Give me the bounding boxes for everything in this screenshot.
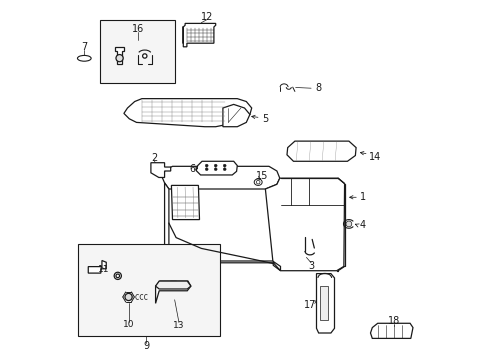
Circle shape	[114, 272, 121, 279]
Bar	[320, 286, 327, 320]
Text: 4: 4	[359, 220, 365, 230]
Polygon shape	[155, 281, 190, 303]
Text: 5: 5	[262, 114, 268, 124]
Polygon shape	[183, 23, 215, 47]
Polygon shape	[196, 161, 237, 175]
Polygon shape	[171, 185, 199, 220]
Text: 12: 12	[200, 12, 212, 22]
Polygon shape	[88, 261, 106, 273]
Text: 18: 18	[387, 316, 399, 326]
Polygon shape	[115, 48, 123, 63]
Circle shape	[205, 164, 208, 167]
Text: 3: 3	[307, 261, 313, 271]
Text: 9: 9	[143, 341, 149, 351]
Circle shape	[116, 55, 123, 62]
Bar	[78, 244, 220, 336]
Text: 8: 8	[315, 83, 321, 93]
Polygon shape	[164, 183, 168, 263]
Circle shape	[346, 221, 351, 227]
Text: 16: 16	[131, 24, 143, 34]
Polygon shape	[223, 104, 249, 127]
Polygon shape	[161, 166, 279, 189]
Text: 1: 1	[360, 192, 366, 202]
Text: 14: 14	[368, 152, 380, 162]
Circle shape	[116, 274, 120, 278]
Text: 13: 13	[173, 321, 184, 330]
Polygon shape	[316, 274, 334, 333]
Polygon shape	[286, 141, 355, 161]
Ellipse shape	[77, 55, 91, 61]
Circle shape	[223, 164, 225, 167]
Text: 10: 10	[122, 320, 134, 329]
Circle shape	[214, 168, 217, 171]
Polygon shape	[155, 281, 190, 289]
Polygon shape	[370, 323, 412, 338]
Text: 6: 6	[188, 164, 195, 174]
Circle shape	[214, 164, 217, 167]
Circle shape	[205, 168, 208, 171]
Polygon shape	[151, 163, 170, 177]
Text: 15: 15	[255, 171, 267, 181]
Circle shape	[125, 293, 132, 301]
Polygon shape	[164, 257, 280, 271]
Polygon shape	[123, 99, 251, 127]
Bar	[100, 20, 175, 83]
Polygon shape	[265, 178, 344, 271]
Text: 2: 2	[151, 153, 157, 163]
Circle shape	[142, 54, 146, 58]
Text: 17: 17	[304, 300, 316, 310]
Circle shape	[223, 168, 225, 171]
Text: 7: 7	[81, 42, 87, 52]
Text: 11: 11	[98, 265, 110, 274]
